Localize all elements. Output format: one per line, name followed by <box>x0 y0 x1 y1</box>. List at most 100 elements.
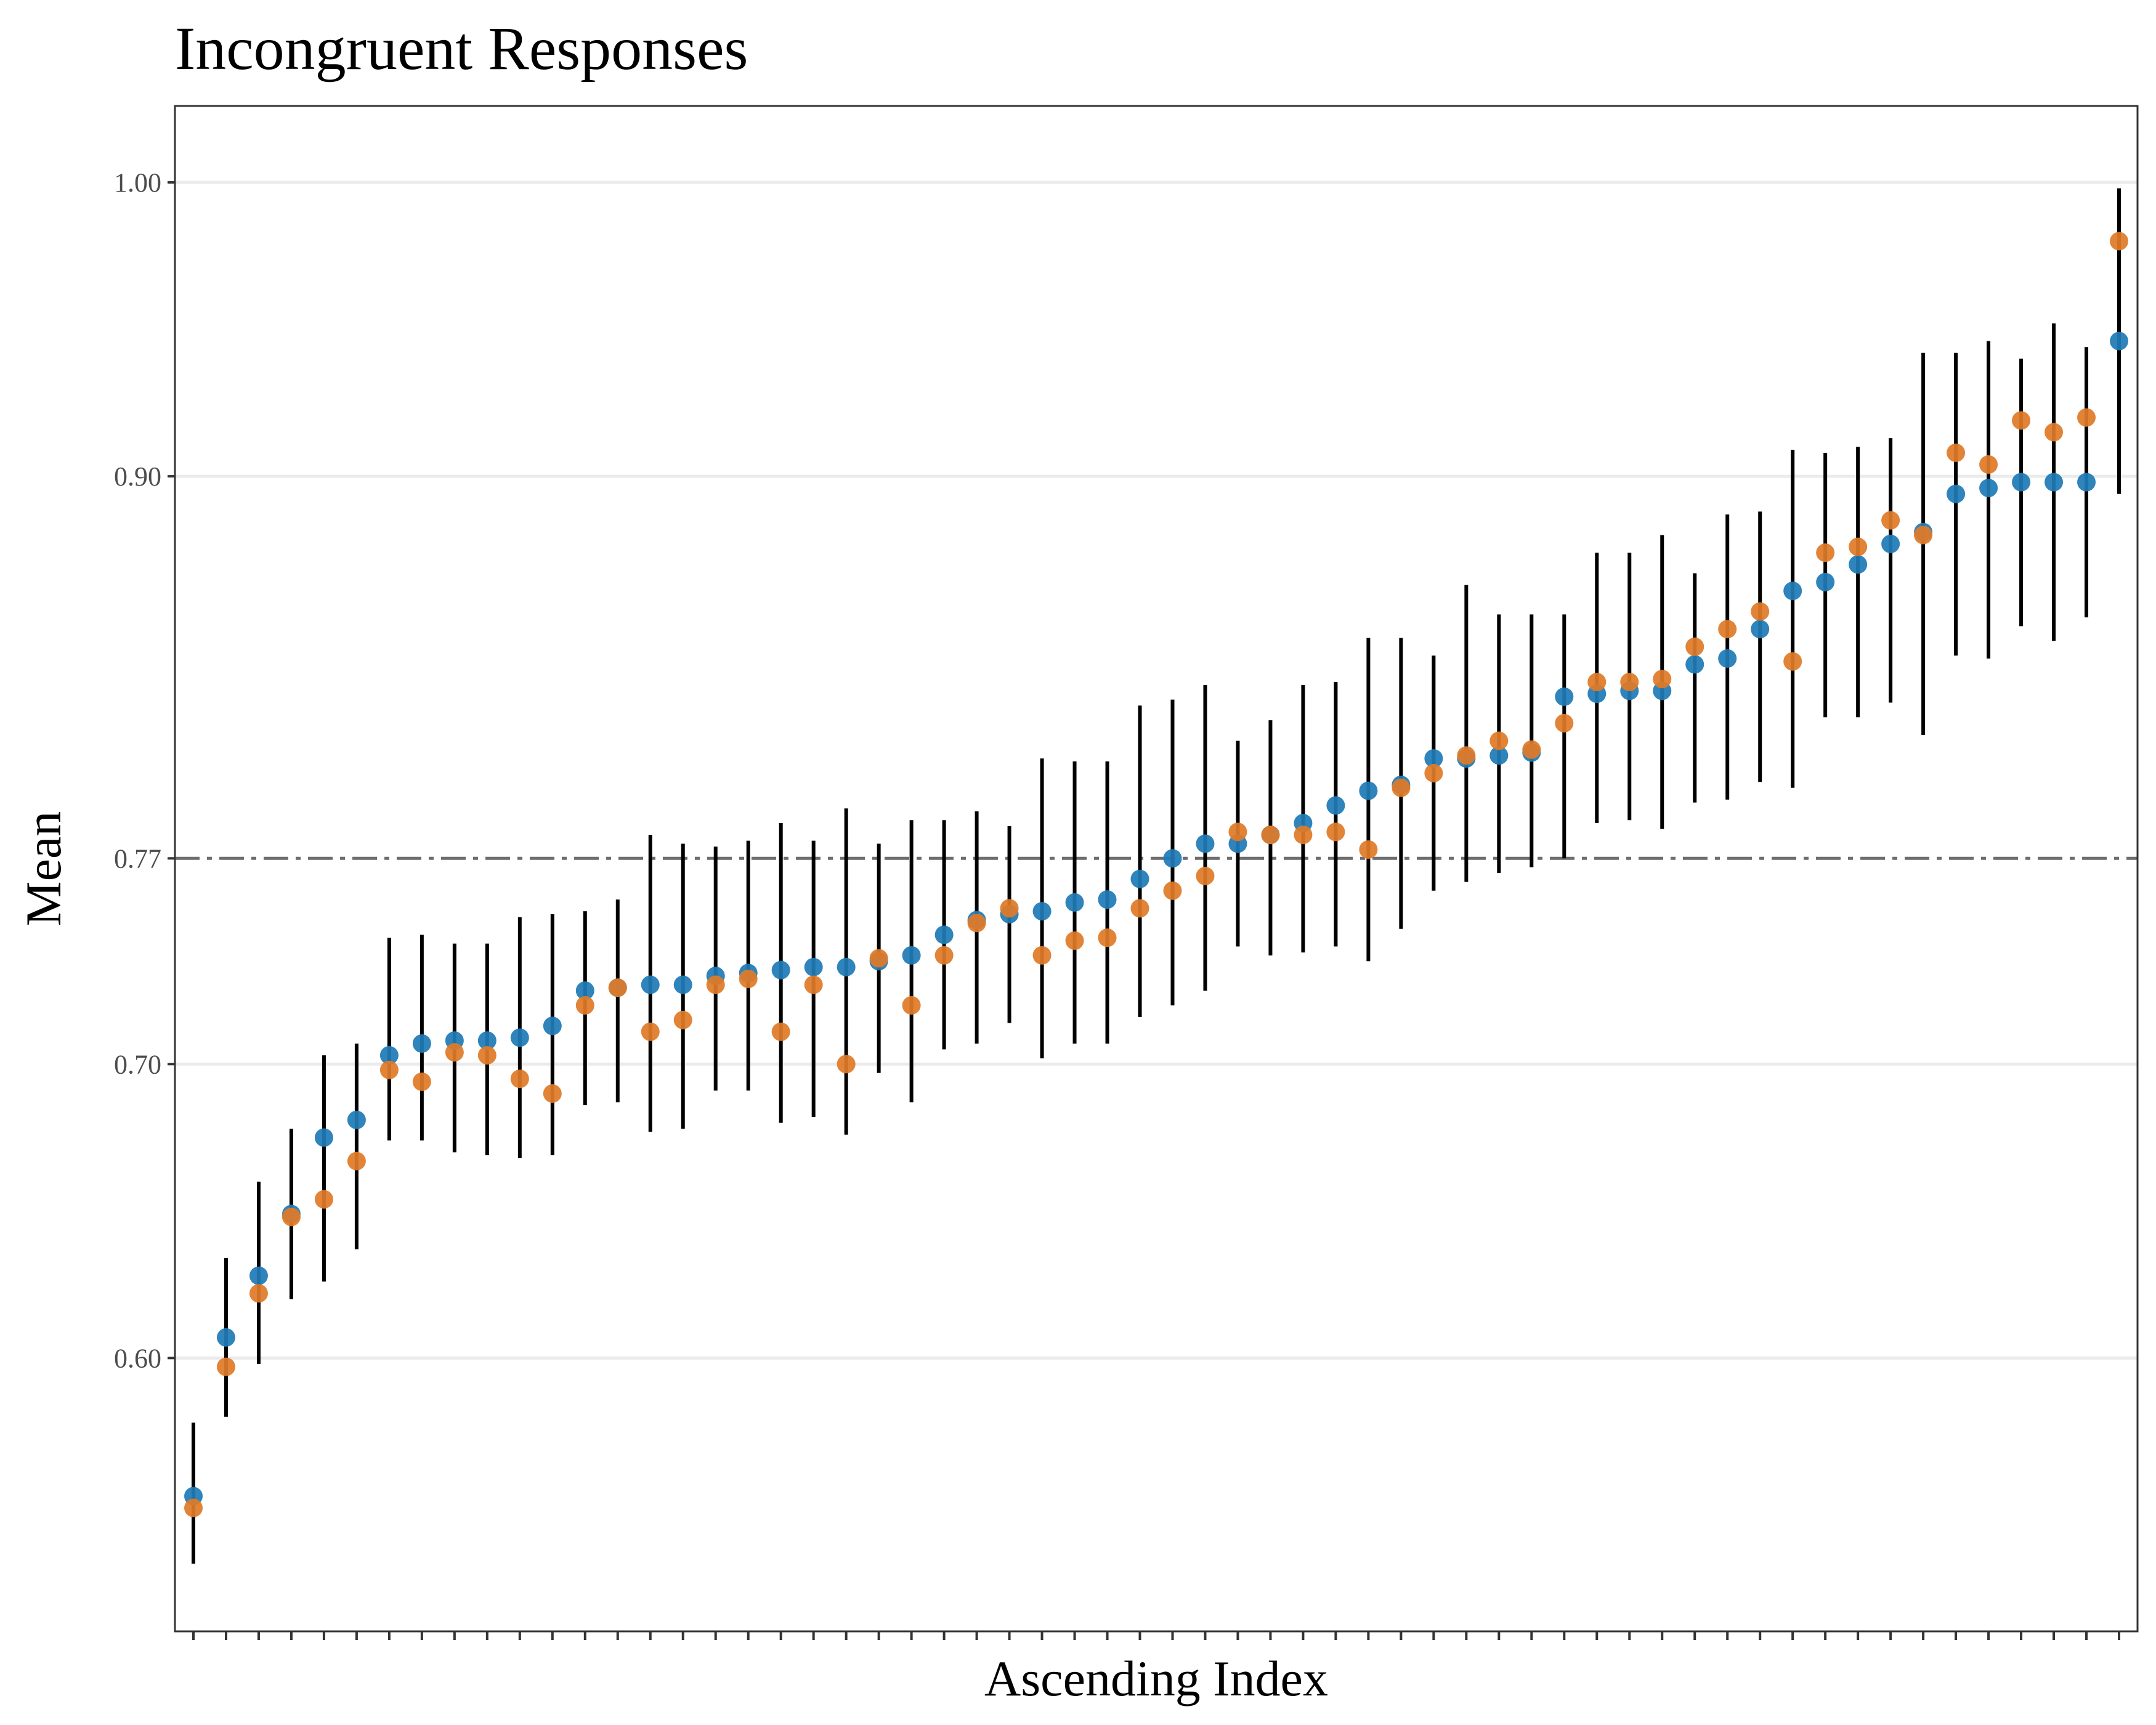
data-point-series-2 <box>967 914 986 933</box>
data-point-series-2 <box>608 978 627 997</box>
data-point-series-1 <box>641 975 660 994</box>
data-point-series-2 <box>1326 822 1345 842</box>
data-point-series-1 <box>1881 534 1900 553</box>
data-point-series-2 <box>445 1043 464 1062</box>
data-point-series-2 <box>641 1022 660 1041</box>
data-point-series-2 <box>1424 763 1443 782</box>
chart-title: Incongruent Responses <box>175 14 748 83</box>
data-point-series-2 <box>1587 673 1607 692</box>
data-point-series-2 <box>1261 826 1280 845</box>
data-point-series-2 <box>2045 423 2064 442</box>
data-point-series-2 <box>739 969 758 988</box>
data-point-series-2 <box>1783 652 1802 671</box>
data-point-series-1 <box>2077 473 2096 492</box>
data-point-series-1 <box>1751 620 1770 639</box>
data-point-series-2 <box>1555 713 1574 733</box>
y-tick-label: 0.90 <box>114 461 161 492</box>
data-point-series-2 <box>934 946 954 965</box>
data-point-series-2 <box>1000 899 1019 918</box>
data-point-series-1 <box>2045 473 2064 492</box>
data-point-series-2 <box>477 1045 496 1065</box>
data-point-series-1 <box>1098 890 1117 909</box>
data-point-series-2 <box>1816 543 1835 562</box>
y-axis-title: Mean <box>15 811 71 927</box>
data-point-series-2 <box>1032 946 1052 965</box>
x-axis-title: Ascending Index <box>984 1650 1328 1707</box>
data-point-series-2 <box>2077 408 2096 427</box>
data-points <box>184 232 2128 1517</box>
data-point-series-2 <box>1522 740 1541 759</box>
data-point-series-1 <box>314 1128 333 1147</box>
data-point-series-2 <box>575 996 594 1015</box>
data-point-series-2 <box>1653 670 1672 689</box>
y-tick-label: 1.00 <box>114 168 161 198</box>
data-point-series-2 <box>902 996 921 1015</box>
data-point-series-1 <box>1326 796 1345 815</box>
y-tick-label: 0.60 <box>114 1343 161 1373</box>
data-point-series-2 <box>1718 620 1737 639</box>
data-point-series-1 <box>2012 473 2031 492</box>
data-point-series-1 <box>673 975 692 994</box>
data-point-series-2 <box>1489 731 1509 750</box>
data-point-series-2 <box>1196 866 1215 885</box>
data-point-series-1 <box>216 1328 235 1347</box>
data-point-series-2 <box>347 1151 366 1171</box>
data-point-series-2 <box>1294 826 1313 845</box>
data-point-series-2 <box>1457 746 1476 765</box>
data-point-series-2 <box>837 1055 856 1074</box>
data-point-series-2 <box>1685 637 1704 656</box>
data-point-series-2 <box>1392 778 1411 797</box>
data-point-series-2 <box>673 1010 692 1029</box>
data-point-series-1 <box>347 1110 366 1129</box>
data-point-series-2 <box>184 1498 203 1517</box>
y-tick-label: 0.77 <box>114 843 161 874</box>
data-point-series-2 <box>510 1070 529 1089</box>
data-point-series-1 <box>1979 479 1998 498</box>
data-point-series-2 <box>1751 602 1770 621</box>
y-axis: 0.60 0.70 0.77 0.90 1.00 <box>114 168 175 1373</box>
data-point-series-1 <box>543 1017 562 1036</box>
data-point-series-1 <box>1130 869 1149 888</box>
data-point-series-2 <box>1914 526 1933 545</box>
data-point-series-2 <box>314 1190 333 1209</box>
data-point-series-2 <box>804 975 823 994</box>
x-axis <box>192 1631 2120 1640</box>
data-point-series-1 <box>804 957 823 976</box>
data-point-series-1 <box>1489 746 1509 765</box>
data-point-series-2 <box>1881 511 1900 530</box>
data-point-series-1 <box>1947 484 1966 503</box>
y-tick-label: 0.70 <box>114 1049 161 1079</box>
data-point-series-2 <box>1130 899 1149 918</box>
data-point-series-2 <box>1359 840 1378 859</box>
data-point-series-1 <box>934 925 954 944</box>
data-point-series-1 <box>1718 649 1737 668</box>
data-point-series-2 <box>412 1072 431 1091</box>
data-point-series-2 <box>543 1084 562 1103</box>
data-point-series-1 <box>249 1266 268 1285</box>
data-point-series-2 <box>1065 931 1084 950</box>
data-point-series-1 <box>2110 331 2128 351</box>
data-point-series-2 <box>1228 822 1247 842</box>
data-point-series-2 <box>1979 455 1998 474</box>
data-point-series-1 <box>1032 902 1052 921</box>
data-point-series-2 <box>2110 232 2128 251</box>
data-point-series-1 <box>575 981 594 1000</box>
data-point-series-2 <box>249 1284 268 1303</box>
data-point-series-1 <box>379 1045 399 1065</box>
data-point-series-1 <box>771 960 790 980</box>
data-point-series-2 <box>1620 673 1639 692</box>
data-point-series-2 <box>282 1208 301 1227</box>
data-point-series-2 <box>2012 411 2031 430</box>
gridlines <box>175 181 2138 1360</box>
data-point-series-2 <box>771 1022 790 1041</box>
data-point-series-1 <box>1685 655 1704 674</box>
data-point-series-1 <box>477 1031 496 1050</box>
data-point-series-2 <box>1098 928 1117 948</box>
data-point-series-1 <box>1783 582 1802 601</box>
data-point-series-2 <box>1849 537 1868 556</box>
data-point-series-2 <box>1947 443 1966 462</box>
data-point-series-1 <box>412 1034 431 1053</box>
data-point-series-1 <box>1849 555 1868 574</box>
